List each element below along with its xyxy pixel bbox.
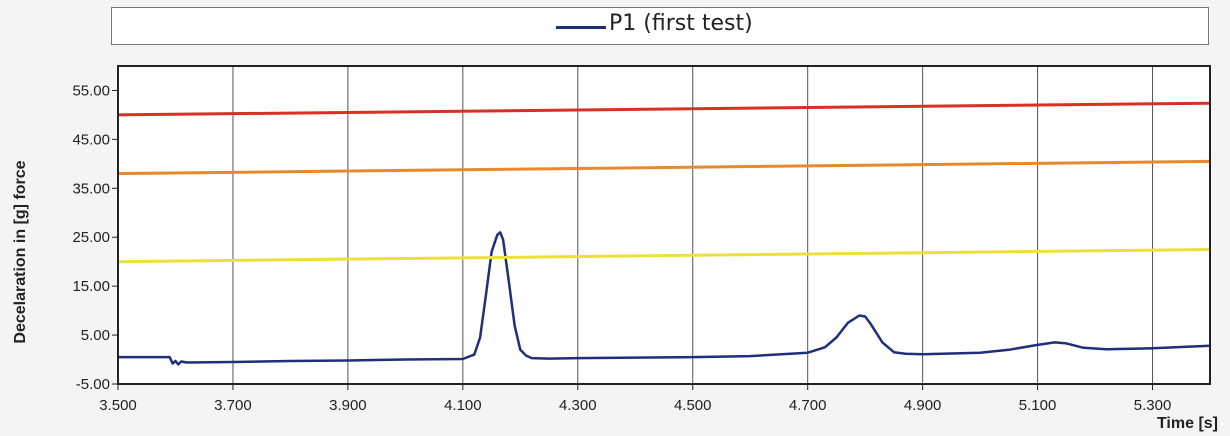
x-tick-label: 3.900 bbox=[329, 397, 367, 414]
x-tick-label: 5.300 bbox=[1134, 397, 1172, 414]
x-axis: 3.500 3.700 3.900 4.100 4.300 4.500 4.700 4.900… bbox=[99, 384, 1171, 414]
plot-border bbox=[117, 65, 1211, 385]
legend: P1 (first test) bbox=[111, 7, 1209, 45]
x-tick-label: 4.500 bbox=[674, 397, 712, 414]
y-tick-label: 35.00 bbox=[72, 180, 110, 197]
x-tick-label: 5.100 bbox=[1019, 397, 1057, 414]
y-tick-label: 45.00 bbox=[72, 131, 110, 148]
x-tick-label: 3.500 bbox=[99, 397, 137, 414]
x-tick-label: 4.300 bbox=[559, 397, 597, 414]
legend-label-p1: P1 (first test) bbox=[609, 11, 753, 36]
threshold-line-1 bbox=[117, 101, 1211, 117]
y-tick-label: 15.00 bbox=[72, 278, 110, 295]
x-tick-label: 4.900 bbox=[904, 397, 942, 414]
threshold-line-2 bbox=[117, 159, 1211, 176]
x-tick-label: 4.700 bbox=[789, 397, 827, 414]
x-axis-title: Time [s] bbox=[1157, 415, 1218, 432]
grid-lines bbox=[232, 66, 1154, 384]
threshold-line-3 bbox=[117, 248, 1211, 264]
y-axis-title: Decelaration in [g] force bbox=[12, 160, 29, 343]
y-tick-label: 25.00 bbox=[72, 229, 110, 246]
plot-area bbox=[118, 66, 1210, 384]
y-tick-label: 5.00 bbox=[81, 327, 110, 344]
legend-swatch-p1 bbox=[556, 26, 606, 29]
y-axis: -5.00 5.00 15.00 25.00 35.00 45.00 55.00 bbox=[72, 82, 118, 393]
series-layer bbox=[117, 101, 1211, 366]
x-tick-label: 3.700 bbox=[214, 397, 252, 414]
series-line-p1 bbox=[118, 231, 1211, 366]
y-tick-label: -5.00 bbox=[76, 376, 110, 393]
x-tick-label: 4.100 bbox=[444, 397, 482, 414]
y-tick-label: 55.00 bbox=[72, 82, 110, 99]
